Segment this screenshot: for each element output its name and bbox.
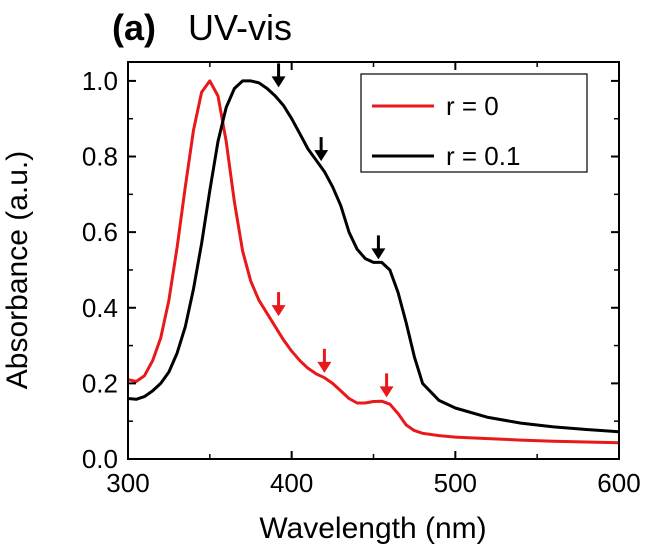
chart-title-label: (a) bbox=[112, 7, 156, 48]
arrow-3 bbox=[271, 292, 286, 317]
y-axis-title: Absorbance (a.u.) bbox=[1, 151, 34, 389]
legend-label-r01: r = 0.1 bbox=[446, 141, 520, 171]
x-tick-label: 400 bbox=[270, 468, 313, 498]
x-axis-tick-labels: 300 400 500 600 bbox=[106, 468, 640, 498]
series-line-1 bbox=[127, 79, 620, 434]
y-tick-label: 1.0 bbox=[82, 66, 118, 96]
arrow-0 bbox=[271, 63, 286, 88]
x-tick-label: 600 bbox=[597, 468, 640, 498]
y-tick-label: 0.4 bbox=[82, 293, 118, 323]
series-line-0 bbox=[127, 79, 620, 445]
arrow-1 bbox=[314, 137, 329, 162]
x-tick-label: 300 bbox=[106, 468, 149, 498]
y-tick-label: 0.2 bbox=[82, 368, 118, 398]
arrow-4 bbox=[317, 348, 332, 373]
arrow-5 bbox=[379, 373, 394, 398]
legend-label-r0: r = 0 bbox=[446, 91, 499, 121]
x-axis-ticks bbox=[127, 62, 620, 459]
y-axis-tick-labels: 0.0 0.2 0.4 0.6 0.8 1.0 bbox=[82, 66, 118, 474]
y-tick-label: 0.0 bbox=[82, 444, 118, 474]
y-axis-ticks bbox=[128, 79, 619, 460]
y-tick-label: 0.8 bbox=[82, 142, 118, 172]
annotation-arrows bbox=[271, 63, 394, 398]
legend: r = 0 r = 0.1 bbox=[360, 73, 588, 173]
plot-curves bbox=[127, 79, 620, 445]
y-tick-label: 0.6 bbox=[82, 217, 118, 247]
arrow-2 bbox=[371, 235, 386, 260]
chart-title: UV-vis bbox=[188, 7, 292, 48]
x-tick-label: 500 bbox=[434, 468, 477, 498]
x-axis-title: Wavelength (nm) bbox=[259, 512, 486, 545]
